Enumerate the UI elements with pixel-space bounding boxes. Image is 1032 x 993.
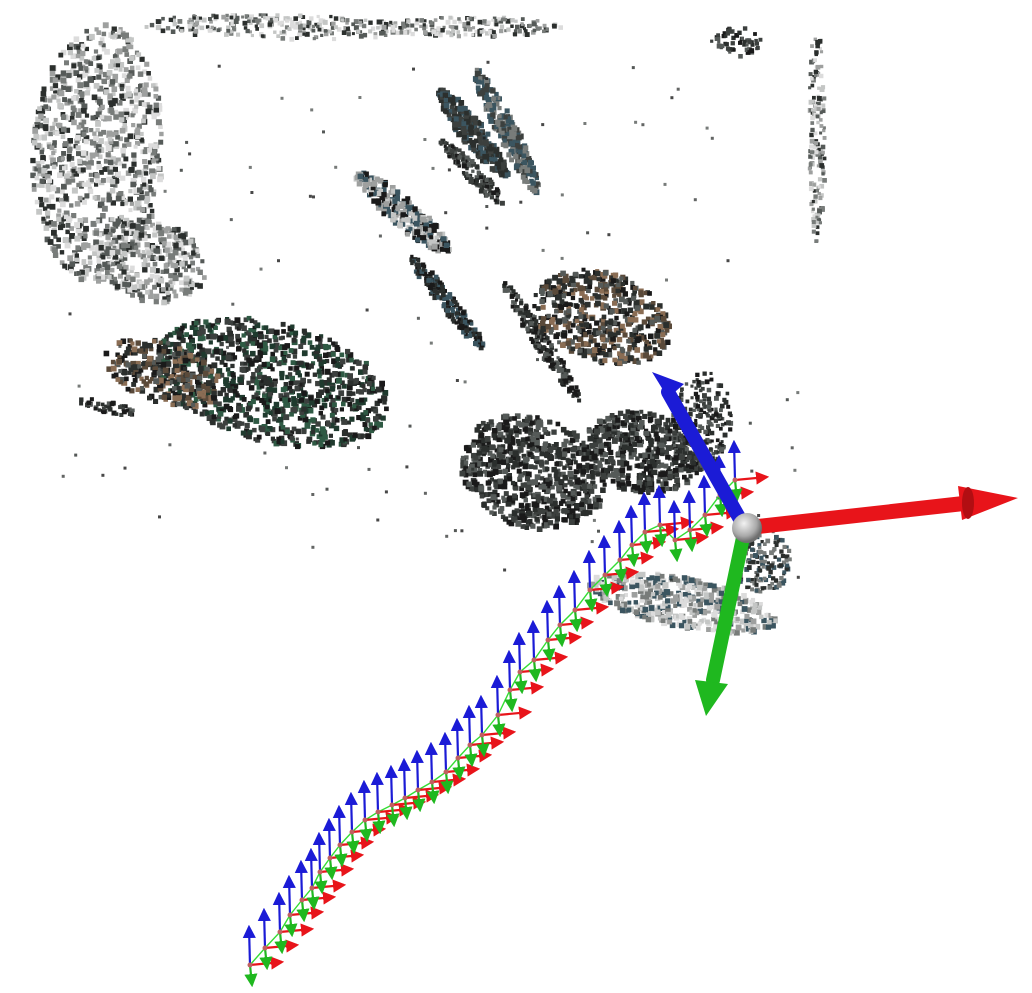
y-axis-arrowhead (695, 680, 728, 716)
z-axis-shaft (661, 385, 752, 535)
point-cluster (153, 315, 389, 450)
camera-pose-frame (282, 874, 325, 938)
point-cluster (353, 170, 452, 254)
camera-pose-frame (490, 674, 533, 738)
point-cluster (807, 37, 827, 243)
point-cluster (144, 13, 418, 42)
x-axis-cone-base (962, 487, 974, 519)
trajectory-path (249, 479, 736, 966)
point-cluster (532, 267, 672, 367)
point-cluster (409, 254, 486, 351)
x-axis-shaft (737, 495, 976, 536)
camera-pose-frame (272, 891, 315, 955)
camera-pose-frame (652, 484, 695, 548)
camera-trajectory (242, 439, 770, 988)
point-cluster (472, 67, 541, 196)
point-cluster (459, 413, 607, 532)
point-cluster (710, 26, 763, 59)
camera-pose-frame (474, 694, 517, 758)
origin-sphere (732, 513, 762, 543)
point-cluster (438, 138, 505, 206)
camera-pose-frame (312, 831, 355, 895)
camera-pose-frame (727, 439, 770, 503)
world-origin-axes (652, 372, 1018, 716)
point-cloud (30, 13, 827, 636)
point-cluster (30, 22, 164, 284)
point-cluster (96, 219, 207, 306)
z-axis-arrowhead (652, 372, 684, 398)
camera-pose-frame (357, 779, 400, 843)
y-axis-shaft (706, 521, 752, 687)
point-cluster (436, 87, 511, 179)
camera-pose-frame (526, 619, 569, 683)
point-cluster (79, 397, 135, 417)
point-cluster (502, 281, 582, 403)
point-cluster (587, 569, 778, 636)
point-cluster (103, 337, 221, 409)
point-cluster (381, 15, 563, 39)
